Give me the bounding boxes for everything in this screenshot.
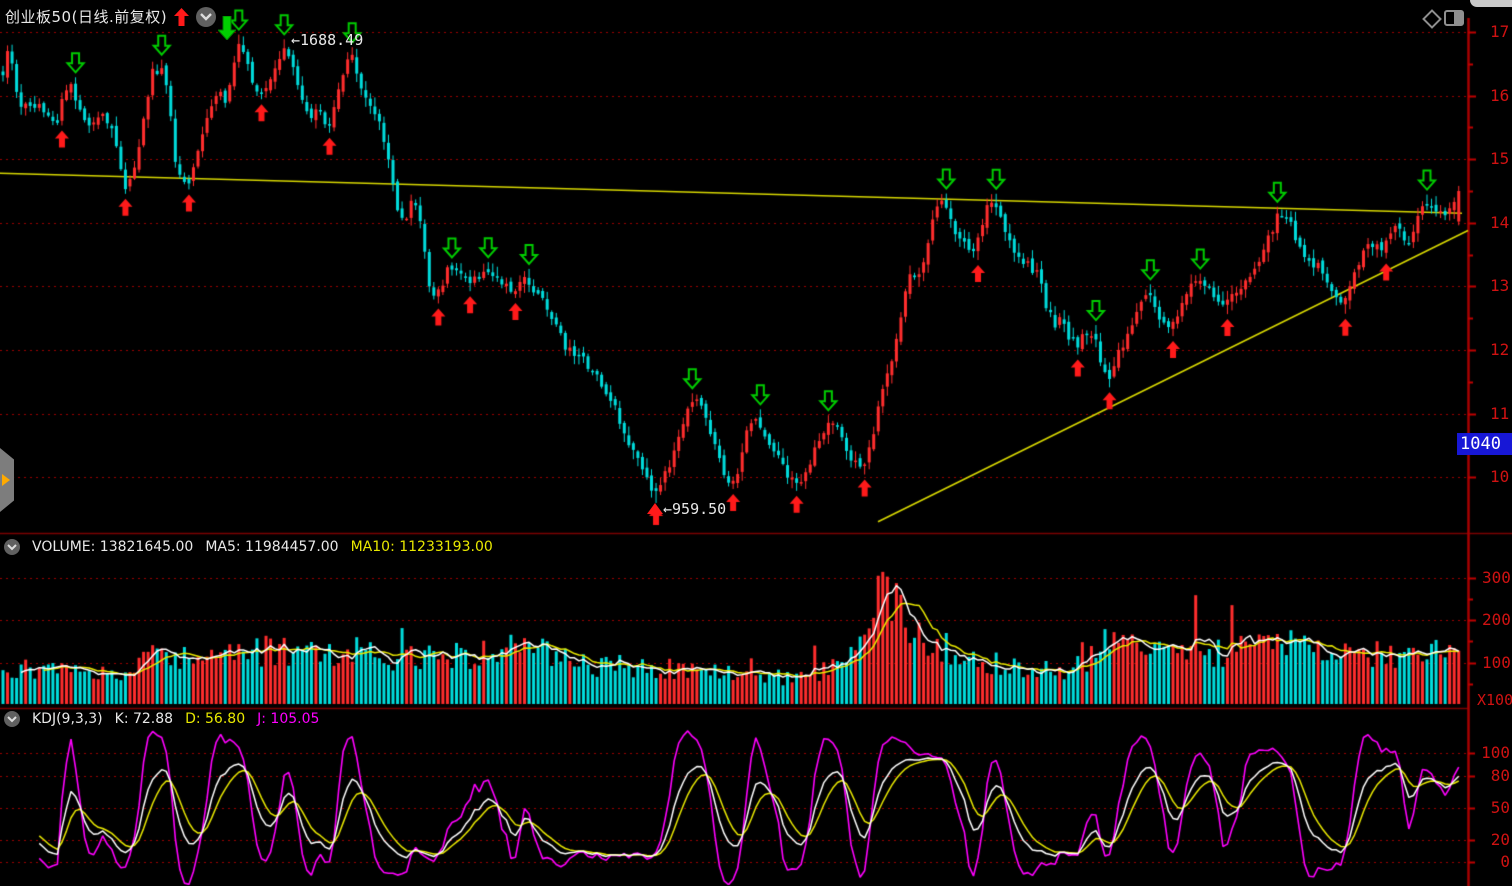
split-pane-icon[interactable] [1444, 10, 1464, 26]
axis-label: 100 [1481, 743, 1510, 762]
low-marker-triangle [647, 503, 663, 514]
volume-legend: VOLUME: 13821645.00 MA5: 11984457.00 MA1… [4, 539, 493, 555]
axis-label: 17 [1490, 22, 1510, 41]
kdj-name: KDJ(9,3,3) [32, 711, 103, 727]
kdj-k-value: K: 72.88 [114, 711, 174, 727]
axis-label: 15 [1490, 149, 1510, 168]
axis-label: 14 [1490, 213, 1510, 232]
high-price-annotation: ←1688.49 [291, 31, 364, 49]
low-price-annotation: ←959.50 [663, 500, 727, 518]
collapse-chevron-icon[interactable] [196, 7, 217, 27]
window-corner-cap [1470, 0, 1512, 7]
volume-value: VOLUME: 13821645.00 [32, 539, 194, 555]
axis-label: 11 [1490, 404, 1510, 423]
axis-label: 100 [1482, 653, 1511, 672]
volume-ma10-value: MA10: 11233193.00 [350, 539, 493, 555]
axis-label: 20 [1490, 830, 1510, 849]
kdj-legend: KDJ(9,3,3) K: 72.88 D: 56.80 J: 105.05 [4, 711, 319, 727]
buy-arrow-icon [174, 8, 190, 30]
axis-label: 13 [1490, 276, 1510, 295]
axis-label: 12 [1490, 340, 1510, 359]
kdj-j-value: J: 105.05 [257, 711, 320, 727]
kdj-d-value: D: 56.80 [185, 711, 246, 727]
axis-label: 80 [1490, 766, 1510, 785]
volume-collapse-chevron-icon[interactable] [4, 539, 20, 555]
volume-unit-label: X100 [1477, 691, 1512, 709]
axis-label: 300 [1482, 568, 1511, 587]
axis-label: 0 [1500, 852, 1510, 871]
symbol-title: 创业板50(日线.前复权) [5, 8, 168, 26]
title-bar: 创业板50(日线.前复权) [5, 6, 238, 44]
axis-label: 16 [1490, 86, 1510, 105]
sidebar-expand-arrow-icon[interactable] [2, 474, 10, 486]
kdj-collapse-chevron-icon[interactable] [4, 711, 20, 727]
volume-ma5-value: MA5: 11984457.00 [205, 539, 339, 555]
axis-label: 50 [1490, 798, 1510, 817]
current-price-tag: 1040 [1457, 433, 1512, 455]
sell-arrow-icon [216, 15, 238, 44]
axis-label: 10 [1490, 467, 1510, 486]
axis-label: 200 [1482, 610, 1511, 629]
